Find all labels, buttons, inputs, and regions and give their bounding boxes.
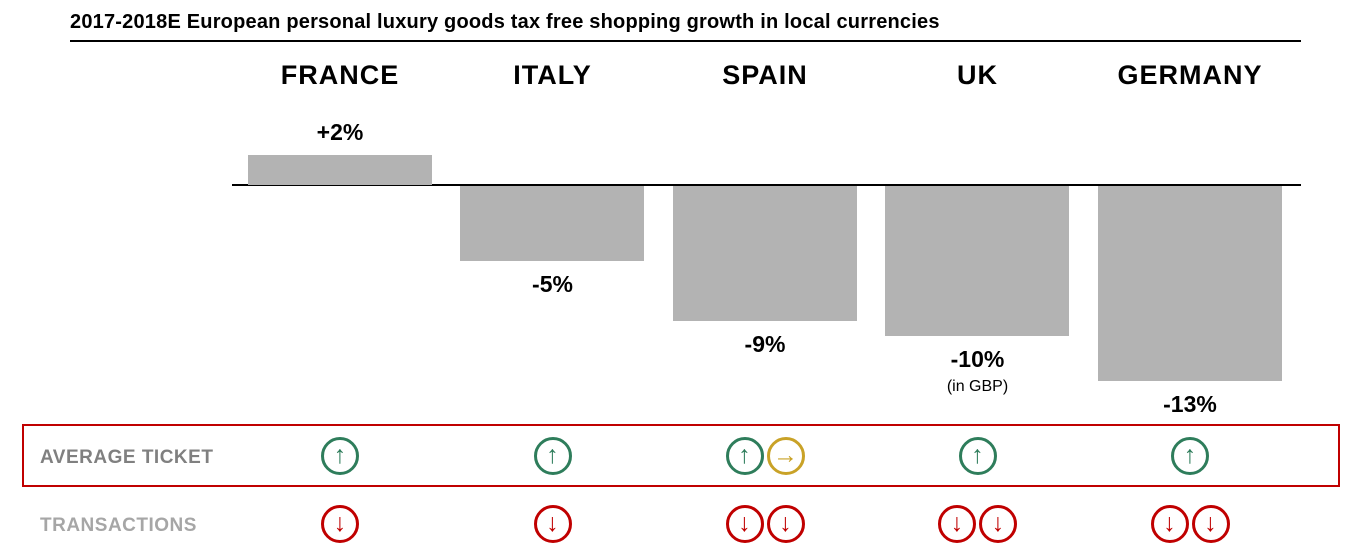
icon-cell: ↑: [1084, 434, 1297, 478]
bar: [460, 186, 645, 261]
value-label: -10%: [950, 346, 1005, 372]
chart-column-uk: UK -10% (in GBP): [871, 0, 1084, 555]
down-arrow-icon: ↓: [725, 505, 764, 543]
up-arrow-icon: ↑: [533, 437, 572, 475]
chart-baseline: [232, 184, 1301, 186]
chart-column-spain: SPAIN -9%: [659, 0, 872, 555]
up-arrow-icon: ↑: [1171, 437, 1209, 475]
value-label: -5%: [532, 271, 573, 297]
up-arrow-icon: ↑: [725, 437, 764, 475]
chart-column-france: FRANCE +2%: [234, 0, 447, 555]
country-header: SPAIN: [722, 60, 808, 90]
country-header: GERMANY: [1117, 60, 1263, 90]
down-arrow-icon: ↓: [979, 505, 1017, 543]
icon-cell: ↓ ↓: [1084, 502, 1297, 546]
chart-column-germany: GERMANY -13%: [1084, 0, 1297, 555]
icon-cell: ↑: [234, 434, 447, 478]
value-label: -9%: [744, 331, 786, 357]
average-ticket-label: AVERAGE TICKET: [40, 447, 214, 468]
chart-title: 2017-2018E European personal luxury good…: [70, 11, 940, 33]
icon-cell: ↓ ↓: [659, 502, 872, 546]
icon-cell: ↑: [871, 434, 1084, 478]
title-underline: [70, 40, 1301, 42]
average-ticket-box: [22, 424, 1340, 487]
down-arrow-icon: ↓: [1191, 505, 1230, 543]
value-label: -13%: [1163, 391, 1217, 417]
bar: [672, 186, 857, 321]
transactions-label: TRANSACTIONS: [40, 515, 197, 536]
icon-cell: ↑ →: [659, 434, 872, 478]
down-arrow-icon: ↓: [766, 505, 805, 543]
down-arrow-icon: ↓: [1150, 505, 1189, 543]
country-header: UK: [957, 60, 998, 90]
icon-cell: ↓: [446, 502, 659, 546]
value-label: +2%: [316, 119, 364, 145]
up-arrow-icon: ↑: [958, 437, 997, 475]
up-arrow-icon: ↑: [321, 437, 359, 475]
down-arrow-icon: ↓: [533, 505, 572, 543]
icon-cell: ↑: [446, 434, 659, 478]
country-header: ITALY: [513, 60, 592, 90]
chart-column-italy: ITALY -5%: [446, 0, 659, 555]
bar: [1097, 186, 1282, 381]
icon-cell: ↓: [234, 502, 447, 546]
country-header: FRANCE: [280, 60, 400, 90]
down-arrow-icon: ↓: [321, 505, 359, 543]
bar: [247, 155, 432, 185]
right-arrow-icon: →: [766, 437, 805, 475]
value-sublabel: (in GBP): [946, 378, 1009, 395]
down-arrow-icon: ↓: [938, 505, 976, 543]
bar: [885, 186, 1070, 336]
icon-cell: ↓ ↓: [871, 502, 1084, 546]
